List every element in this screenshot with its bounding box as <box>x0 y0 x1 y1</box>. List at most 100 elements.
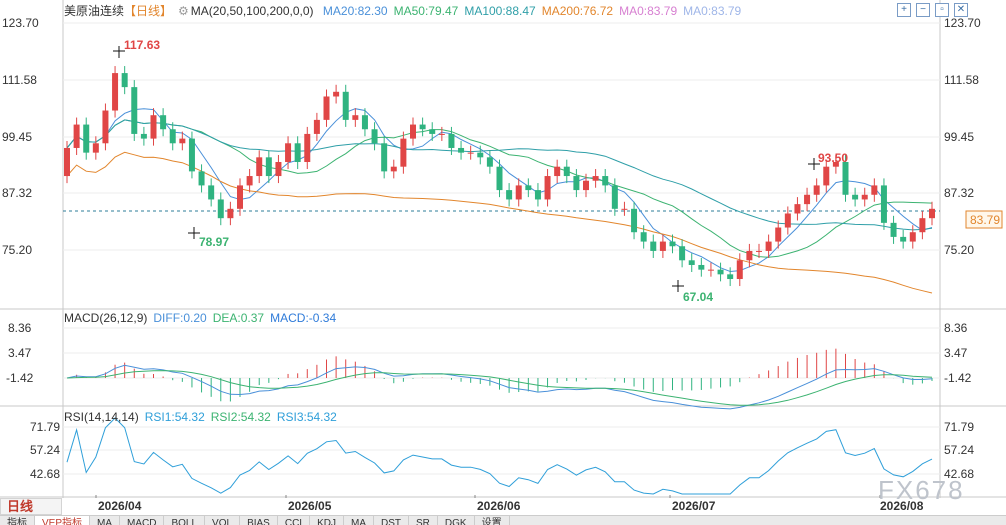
candle-body <box>909 232 916 242</box>
candle-body <box>515 185 522 200</box>
panel-window-buttons: + − ▫ ✕ <box>897 3 968 17</box>
price-tick-left-4: 87.32 <box>2 186 32 200</box>
ma-legend-items: MA20:82.30 MA50:79.47 MA100:88.47 MA200:76.… <box>323 4 747 18</box>
candle-body <box>804 194 811 205</box>
candle-body <box>698 264 705 270</box>
macd-tick-right-3: -1.42 <box>944 371 972 385</box>
indicator-tab[interactable]: VOL <box>205 516 241 525</box>
rsi-plot <box>66 417 933 495</box>
candle-body <box>554 166 561 177</box>
candle-body <box>188 138 195 172</box>
candle-body <box>900 236 907 242</box>
candle-body <box>275 162 282 177</box>
price-tick-right-1: 123.70 <box>944 16 981 30</box>
left-price-axis: 123.70 111.58 99.45 87.32 75.20 <box>2 16 39 257</box>
candle-body <box>544 176 551 200</box>
indicator-tab[interactable]: DGK <box>438 516 475 525</box>
candle-body <box>861 194 868 200</box>
rsi-params: RSI(14,14,14) <box>64 410 139 424</box>
indicator-tab[interactable]: KDJ <box>310 516 344 525</box>
annotation-high-right: 93.50 <box>818 151 848 165</box>
candle-body <box>621 208 628 210</box>
candle-body <box>121 73 128 88</box>
restore-icon[interactable]: ▫ <box>935 3 949 17</box>
price-tick-left-3: 99.45 <box>2 130 32 144</box>
price-annotations: 117.63 78.97 93.50 67.04 <box>113 38 848 304</box>
period-tab-daily[interactable]: 日线 <box>0 498 62 515</box>
rsi-tick-left-3: 42.68 <box>30 467 60 481</box>
date-label-5: 2026/08 <box>880 499 924 513</box>
indicator-tab-bar: 指标 VEP指标 MA MACD BOLL VOL BIAS CCI KDJ MA DST SR DGK… <box>0 515 1006 525</box>
candle-body <box>304 133 311 163</box>
rsi-line <box>66 417 933 495</box>
candle-body <box>448 133 455 148</box>
price-tick-right-5: 75.20 <box>944 243 974 257</box>
main-legend: 美原油连续【日线】 ⚙ MA(20,50,100,200,0,0) MA20:82.… <box>64 4 753 18</box>
price-tick-right-4: 87.32 <box>944 186 974 200</box>
candle-body <box>160 115 167 130</box>
candle-body <box>400 138 407 167</box>
candle-body <box>823 166 830 186</box>
indicator-tab[interactable]: BIAS <box>240 516 278 525</box>
candle-body <box>496 166 503 191</box>
candle-body <box>208 185 215 200</box>
candle-body <box>775 227 782 242</box>
close-icon[interactable]: ✕ <box>954 3 968 17</box>
candle-body <box>794 204 801 214</box>
candle-body <box>246 176 253 186</box>
rsi-axis: 71.79 57.24 42.68 71.79 57.24 42.68 <box>30 420 974 481</box>
candle-body <box>602 176 609 186</box>
indicator-tab[interactable]: MACD <box>120 516 165 525</box>
indicator-tab[interactable]: BOLL <box>164 516 206 525</box>
macd-diff-line <box>66 364 933 410</box>
candle-body <box>717 269 724 275</box>
candle-body <box>179 138 186 144</box>
indicator-tab[interactable]: MA <box>344 516 374 525</box>
candle-body <box>486 157 493 167</box>
zoom-in-icon[interactable]: + <box>897 3 911 17</box>
candle-body <box>631 208 638 233</box>
macd-diff: DIFF:0.20 <box>153 311 207 325</box>
indicator-tab[interactable]: 设置 <box>475 516 510 525</box>
gear-icon[interactable]: ⚙ <box>178 4 189 18</box>
macd-legend: MACD(26,12,9) DIFF:0.20 DEA:0.37 MACD:-0.34 <box>64 311 342 325</box>
candle-body <box>929 208 935 219</box>
indicator-tab[interactable]: VEP指标 <box>35 516 91 525</box>
macd-dea: DEA:0.37 <box>212 311 265 325</box>
candle-body <box>92 143 99 153</box>
zoom-out-icon[interactable]: − <box>916 3 930 17</box>
indicator-tab[interactable]: DST <box>374 516 409 525</box>
moving-average-lines <box>66 108 933 294</box>
candle-body <box>313 119 320 134</box>
date-label-2: 2026/05 <box>288 499 332 513</box>
rsi-tick-right-1: 71.79 <box>944 420 974 434</box>
macd-tick-right-2: 3.47 <box>944 346 968 360</box>
annotation-low: 67.04 <box>683 290 713 304</box>
main-gridlines <box>63 22 940 475</box>
candle-body <box>371 129 378 144</box>
indicator-tab[interactable]: CCI <box>278 516 311 525</box>
candle-body <box>198 171 205 186</box>
candle-body <box>419 124 426 130</box>
rsi-legend: RSI(14,14,14) RSI1:54.32 RSI2:54.32 RSI3:54… <box>64 410 343 424</box>
candle-body <box>707 269 714 271</box>
candle-body <box>112 73 119 111</box>
candle-body <box>294 143 301 163</box>
candle-body <box>217 199 224 219</box>
indicator-tab[interactable]: MA <box>90 516 121 525</box>
indicator-tab[interactable]: 指标 <box>0 516 35 525</box>
macd-plot <box>66 348 933 410</box>
ma-legend-item: MA20:82.30 <box>322 4 388 18</box>
price-tick-left-5: 75.20 <box>2 243 32 257</box>
candle-body <box>227 208 234 219</box>
candle-body <box>832 162 839 167</box>
candle-body <box>688 260 695 265</box>
rsi-1: RSI1:54.32 <box>144 410 205 424</box>
candle-body <box>352 115 359 120</box>
ma-legend-item: MA50:79.47 <box>393 4 459 18</box>
macd-axis: 8.36 3.47 -1.42 8.36 3.47 -1.42 <box>6 321 972 385</box>
indicator-tab[interactable]: SR <box>409 516 438 525</box>
rsi-tick-left-2: 57.24 <box>30 443 60 457</box>
price-tick-right-2: 111.58 <box>944 73 979 87</box>
